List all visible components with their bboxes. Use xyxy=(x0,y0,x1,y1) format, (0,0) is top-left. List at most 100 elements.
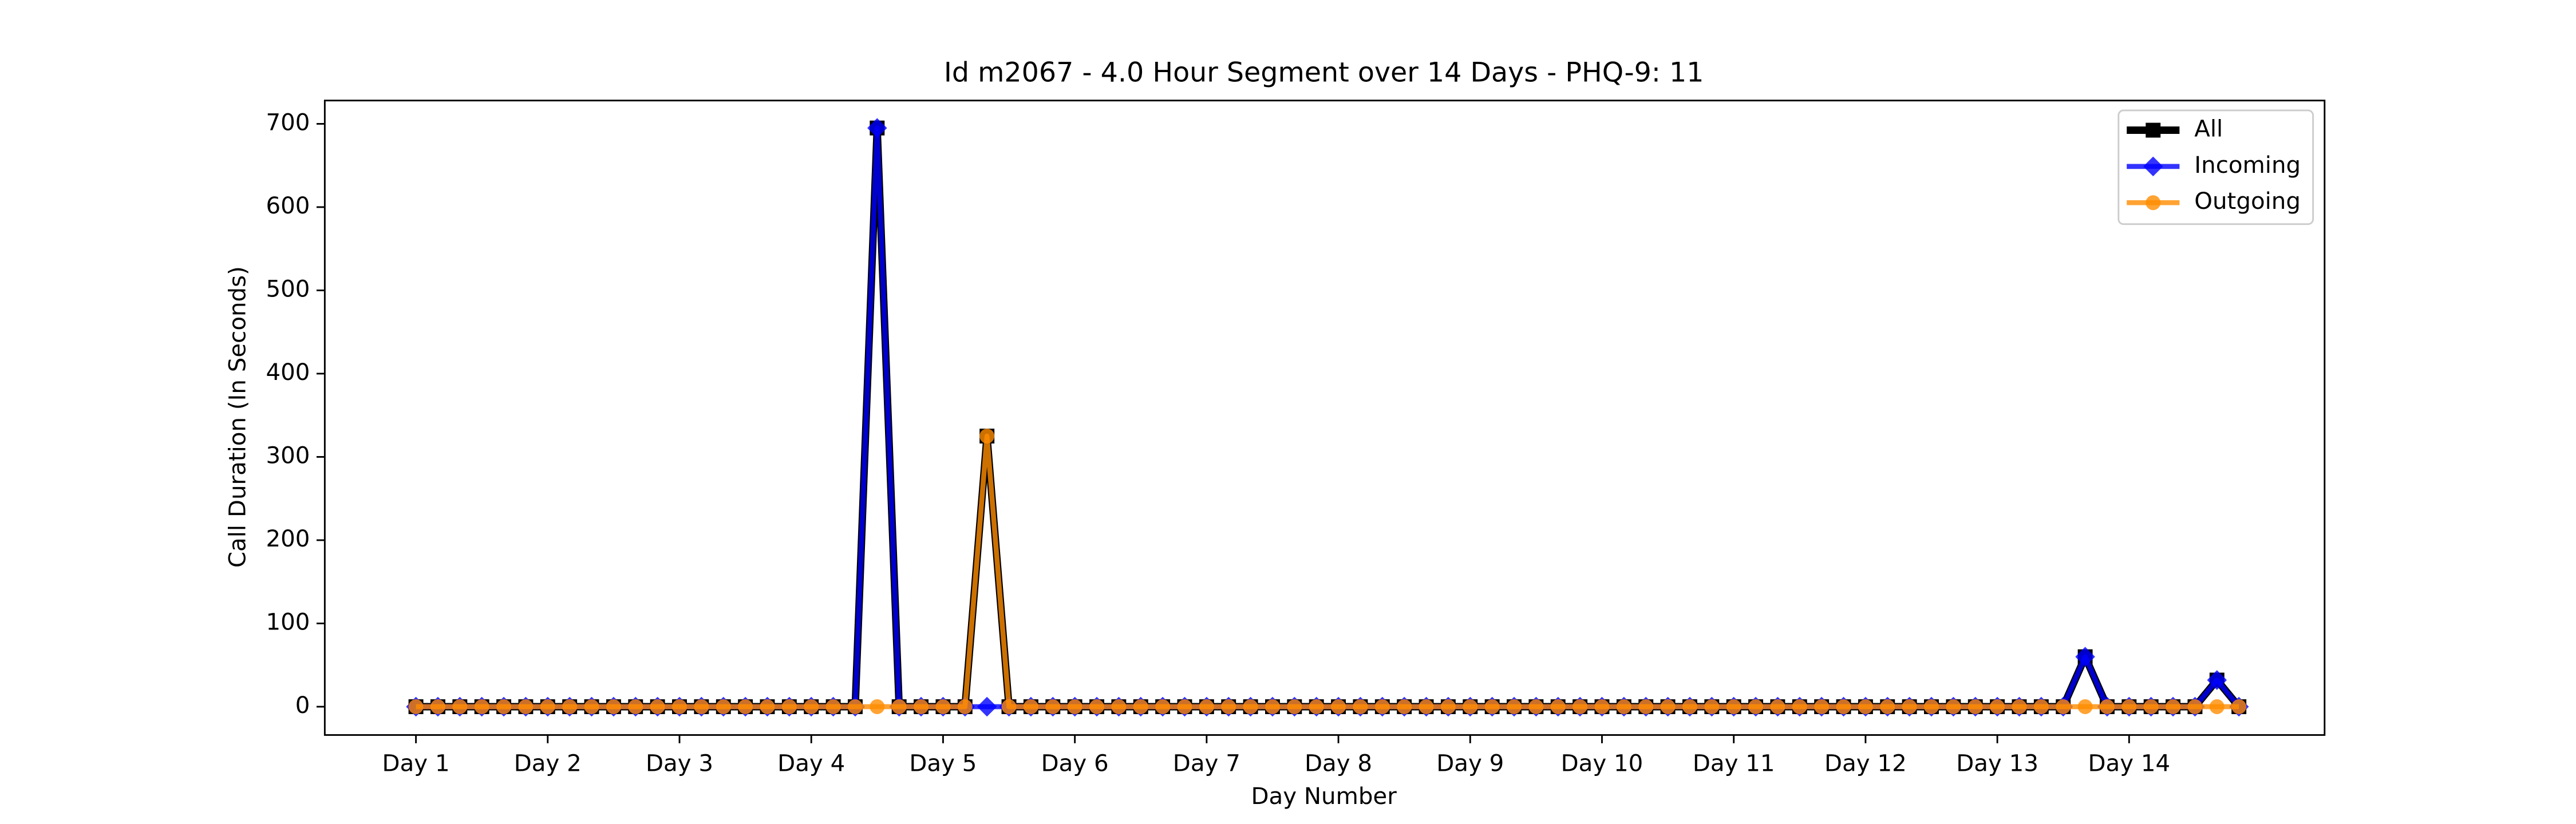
data-point xyxy=(2166,699,2181,714)
data-point xyxy=(2056,699,2071,714)
x-tick-label: Day 14 xyxy=(2088,750,2170,777)
data-point xyxy=(1177,699,1192,714)
data-point xyxy=(2121,699,2137,714)
x-tick-label: Day 3 xyxy=(646,750,713,777)
data-point xyxy=(716,699,731,714)
data-point xyxy=(2207,670,2227,690)
data-point xyxy=(1440,699,1456,714)
data-point xyxy=(408,699,424,714)
data-point xyxy=(1814,699,1830,714)
x-tick-label: Day 1 xyxy=(382,750,450,777)
data-point xyxy=(2033,699,2049,714)
x-tick-label: Day 6 xyxy=(1041,750,1109,777)
x-tick-label: Day 10 xyxy=(1561,750,1643,777)
data-point xyxy=(1199,699,1214,714)
data-point xyxy=(977,696,997,717)
data-point xyxy=(1836,699,1851,714)
data-point xyxy=(650,699,665,714)
data-point xyxy=(1550,699,1566,714)
plot-frame xyxy=(323,100,2326,736)
legend-marker xyxy=(2146,122,2161,138)
legend-label: All xyxy=(2194,116,2223,142)
data-point xyxy=(1967,699,1983,714)
x-tick-label: Day 13 xyxy=(1956,750,2038,777)
data-point xyxy=(1331,699,1346,714)
x-tick-label: Day 8 xyxy=(1305,750,1372,777)
x-tick-label: Day 9 xyxy=(1436,750,1504,777)
data-point xyxy=(694,699,709,714)
data-point xyxy=(2231,699,2247,714)
data-point xyxy=(1507,699,1522,714)
data-point xyxy=(1111,699,1127,714)
data-point xyxy=(1001,699,1017,714)
data-point xyxy=(1353,699,1368,714)
y-tick-label: 200 xyxy=(266,525,310,552)
data-point xyxy=(1638,699,1654,714)
data-point xyxy=(804,699,819,714)
data-point xyxy=(540,699,555,714)
series-markers xyxy=(408,429,2247,714)
data-point xyxy=(1287,699,1302,714)
x-axis-label: Day Number xyxy=(1251,783,1397,810)
legend-box xyxy=(2117,109,2314,225)
data-point xyxy=(1133,699,1148,714)
chart-title: Id m2067 - 4.0 Hour Segment over 14 Days… xyxy=(944,57,1704,89)
x-tick-label: Day 5 xyxy=(909,750,977,777)
data-point xyxy=(957,699,973,714)
y-axis-label: Call Duration (In Seconds) xyxy=(224,266,251,568)
data-point xyxy=(1946,699,1961,714)
data-point xyxy=(1770,699,1785,714)
data-point xyxy=(1726,699,1741,714)
data-point xyxy=(1374,699,1390,714)
data-point xyxy=(1704,699,1720,714)
data-point xyxy=(1792,699,1807,714)
data-point xyxy=(1682,699,1697,714)
data-point xyxy=(891,699,907,714)
data-point xyxy=(1573,699,1588,714)
data-point xyxy=(1660,699,1676,714)
data-point xyxy=(1484,699,1500,714)
x-tick-label: Day 7 xyxy=(1173,750,1240,777)
data-point xyxy=(2077,699,2093,714)
data-point xyxy=(1858,699,1873,714)
legend-label: Outgoing xyxy=(2194,188,2301,215)
data-point xyxy=(1155,699,1171,714)
y-tick-label: 400 xyxy=(266,359,310,386)
data-point xyxy=(452,699,468,714)
data-point xyxy=(2075,647,2095,667)
data-point xyxy=(1243,699,1258,714)
legend-marker xyxy=(2146,195,2161,211)
data-point xyxy=(1309,699,1324,714)
data-point xyxy=(628,699,643,714)
data-point xyxy=(914,699,929,714)
x-tick-label: Day 12 xyxy=(1824,750,1907,777)
data-point xyxy=(1990,699,2005,714)
y-tick-label: 700 xyxy=(266,109,310,136)
y-tick-label: 0 xyxy=(295,692,310,719)
data-point xyxy=(847,699,863,714)
data-point xyxy=(1616,699,1631,714)
data-point xyxy=(1419,699,1434,714)
x-tick-label: Day 11 xyxy=(1693,750,1775,777)
data-point xyxy=(2187,699,2203,714)
data-point xyxy=(1902,699,1917,714)
y-tick-label: 300 xyxy=(266,442,310,469)
data-point xyxy=(781,699,797,714)
data-point xyxy=(1463,699,1478,714)
data-point xyxy=(2143,699,2159,714)
y-tick-label: 600 xyxy=(266,192,310,219)
data-point xyxy=(430,699,445,714)
x-tick-label: Day 4 xyxy=(777,750,845,777)
data-point xyxy=(1397,699,1412,714)
data-point xyxy=(1067,699,1082,714)
data-point xyxy=(1880,699,1895,714)
data-point xyxy=(606,699,621,714)
data-point xyxy=(562,699,578,714)
data-point xyxy=(672,699,687,714)
data-point xyxy=(1045,699,1061,714)
data-point xyxy=(867,118,887,138)
x-tick-label: Day 2 xyxy=(514,750,582,777)
data-point xyxy=(1748,699,1764,714)
data-point xyxy=(2012,699,2027,714)
data-point xyxy=(1265,699,1280,714)
